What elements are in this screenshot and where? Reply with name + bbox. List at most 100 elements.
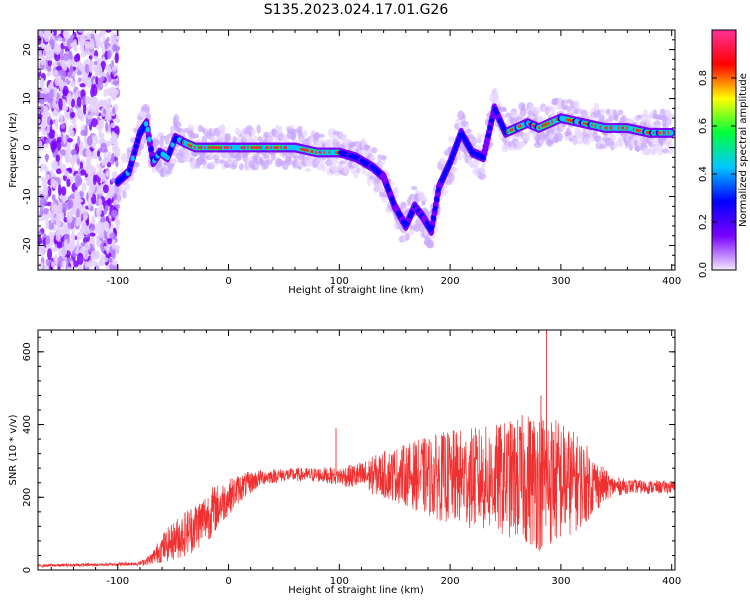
heatmap-cell [112,106,116,115]
heatmap-cell [238,163,244,171]
heatmap-cell [112,80,119,86]
colorbar-frame [711,29,737,271]
heatmap-cell [96,238,102,247]
heatmap-cell [668,130,674,136]
heatmap-cell [447,159,453,166]
heatmap-cell [425,211,432,218]
x-tick-label: 0 [225,576,231,587]
heatmap-cell [74,181,80,188]
heatmap-cell [78,63,85,70]
heatmap-cell [45,153,49,163]
heatmap-cell [46,71,51,77]
heatmap-cell [62,32,70,37]
heatmap-cell [114,52,119,64]
heatmap-cell [109,232,116,240]
heatmap-cell [46,30,54,38]
heatmap-cell [370,155,376,162]
heatmap-cell [613,114,619,122]
spectrogram-frame [37,29,676,271]
heatmap-cell [69,64,74,76]
heatmap-cell [129,176,135,182]
heatmap-cell [538,139,545,144]
heatmap-cell [617,136,623,143]
heatmap-cell [66,210,72,221]
heatmap-cell [441,189,449,194]
heatmap-cell [494,92,499,102]
heatmap-cell [484,139,489,146]
y-tick-label: 20 [22,43,33,56]
heatmap-cell [76,208,80,219]
heatmap-cell [193,133,200,139]
heatmap-cell [52,247,59,252]
heatmap-cell [111,131,116,141]
heatmap-cell [60,246,68,257]
heatmap-cell [39,43,47,48]
spectrogram-heatmap [38,30,675,270]
heatmap-cell [42,88,49,95]
heatmap-cell [112,65,117,72]
heatmap-cell [115,118,121,124]
heatmap-cell [50,216,54,224]
heatmap-cell [532,106,541,115]
heatmap-cell [115,220,120,230]
heatmap-cell [96,42,100,51]
x-tick-label: -100 [106,576,129,587]
heatmap-cell [56,136,62,143]
heatmap-cell [471,159,480,168]
heatmap-cell [70,111,76,119]
heatmap-cell [130,155,135,162]
heatmap-cell [77,135,81,147]
heatmap-cell [48,129,56,139]
snr-y-axis-label: SNR (10 * v/v) [8,414,19,485]
heatmap-cell [84,242,91,251]
snr-series [38,330,675,569]
heatmap-cell [122,190,127,199]
heatmap-cell [169,158,178,165]
x-tick-label: 100 [330,576,349,587]
heatmap-cell [196,138,202,144]
heatmap-cell [96,163,101,169]
spectrogram-x-ticks: -100 0 100 200 300 400 [50,30,681,287]
heatmap-cell [79,33,86,46]
heatmap-cell [76,252,84,265]
y-tick-label: 0 [22,144,33,150]
heatmap-cell [51,160,59,170]
snr-line [38,414,675,569]
heatmap-cell [63,133,67,145]
x-tick-label: -100 [106,276,129,287]
heatmap-cell [55,168,62,175]
heatmap-cell [451,150,456,157]
heatmap-cell [383,178,388,185]
heatmap-cell [304,167,311,172]
colorbar-tick-label: 0.6 [698,118,709,134]
heatmap-cell [90,112,94,119]
heatmap-cell [92,174,97,186]
heatmap-cell [77,111,83,116]
heatmap-cell [116,193,122,202]
heatmap-cell [90,86,95,98]
heatmap-cell [84,173,88,178]
heatmap-cell [38,123,45,132]
heatmap-cell [57,202,63,215]
heatmap-cell [148,146,154,152]
heatmap-cell [78,77,82,83]
heatmap-cell [95,76,99,85]
heatmap-cell [75,216,82,227]
heatmap-cell [128,161,134,168]
heatmap-cell [411,185,418,191]
heatmap-cell [84,43,90,56]
heatmap-cell [67,242,72,251]
heatmap-cell [70,149,78,156]
heatmap-cell [143,107,151,114]
heatmap-cell [102,157,109,165]
heatmap-cell [90,96,97,105]
heatmap-cell [45,138,50,144]
heatmap-cell [202,163,209,170]
heatmap-cell [99,254,106,267]
heatmap-cell [50,140,57,151]
figure-title: S135.2023.024.17.01.G26 [264,2,449,18]
heatmap-cell [290,131,297,141]
heatmap-cell [56,241,63,249]
heatmap-cell [52,109,60,117]
